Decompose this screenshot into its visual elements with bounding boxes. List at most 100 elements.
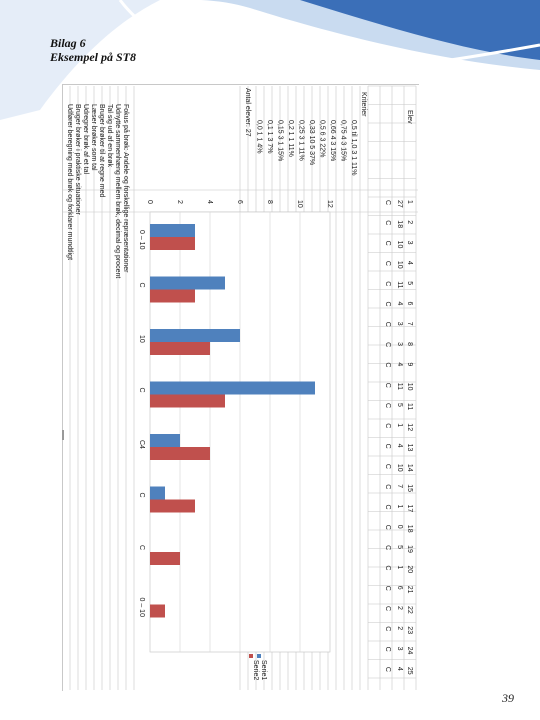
score-cell: C bbox=[384, 383, 391, 388]
student-score: 10 bbox=[396, 464, 403, 472]
tick-label: 12 bbox=[326, 200, 333, 208]
category-label: 0 – 10 bbox=[138, 598, 145, 618]
tick-label: 2 bbox=[176, 200, 183, 204]
document-title: Bilag 6 Eksempel på ST8 bbox=[50, 36, 136, 64]
student-score: 1 bbox=[396, 505, 403, 509]
bar-chart: 0 2 4 6 8 10 12 0 – 10 C 10 C C4 C C 0 – 10 Serie1Serie… bbox=[138, 200, 333, 680]
student-number: 12 bbox=[406, 423, 413, 431]
student-number: 2 bbox=[406, 220, 413, 224]
score-cell: C bbox=[384, 565, 391, 570]
criteria-row: 0,15 3 1 15% bbox=[277, 120, 284, 161]
goal-item: Læser brøker som tal bbox=[90, 104, 97, 171]
student-number: 21 bbox=[406, 586, 413, 594]
student-number: 6 bbox=[406, 302, 413, 306]
category-label: C4 bbox=[138, 440, 145, 449]
score-cell: C bbox=[384, 667, 391, 672]
criteria-row: 0,0 1 1 4% bbox=[256, 120, 263, 153]
score-cell: C bbox=[384, 403, 391, 408]
criteria-row: 0,33 10 5 37% bbox=[308, 120, 315, 165]
goal-item: Udfører beregning med brøk og forklarer … bbox=[66, 104, 73, 260]
student-number: 3 bbox=[406, 241, 413, 245]
legend-swatch bbox=[249, 654, 253, 658]
score-cell: C bbox=[384, 362, 391, 367]
student-score: 11 bbox=[396, 383, 403, 390]
title-line-2: Eksempel på ST8 bbox=[50, 50, 136, 64]
criteria-row: 0,2 1 1 11% bbox=[287, 120, 294, 157]
tick-label: 6 bbox=[236, 200, 243, 204]
tick-label: 8 bbox=[266, 200, 273, 204]
score-cell: C bbox=[384, 423, 391, 428]
criteria-row: 0,5 til 1,0 3 1 11% bbox=[350, 120, 357, 176]
student-number: 13 bbox=[406, 444, 413, 452]
score-cell: C bbox=[384, 261, 391, 266]
bar-serie2-3 bbox=[150, 394, 225, 408]
goal-item: Tal sig ud af en brøk bbox=[106, 104, 113, 168]
student-score: 5 bbox=[396, 403, 403, 407]
student-number: 9 bbox=[406, 362, 413, 366]
bar-serie2-7 bbox=[150, 604, 165, 618]
bar-serie2-6 bbox=[150, 552, 180, 565]
criteria-row: 0,66 4 3 15% bbox=[329, 120, 336, 161]
student-number: 10 bbox=[406, 383, 413, 391]
goal-item: Bruger brøker til at regne med bbox=[98, 104, 105, 197]
category-label: 10 bbox=[138, 335, 145, 343]
score-cell: C bbox=[384, 322, 391, 327]
student-score: 7 bbox=[396, 484, 403, 488]
goal-item: Udregner brøk af et tal bbox=[82, 104, 89, 174]
student-score: 1 bbox=[396, 565, 403, 569]
bar-serie1-2 bbox=[150, 329, 240, 342]
student-number: 5 bbox=[406, 281, 413, 285]
goal-item: Udnytte sammenhæng mellem brøk, decimal … bbox=[114, 104, 121, 278]
student-score: 2 bbox=[396, 626, 403, 630]
bar-serie1-3 bbox=[150, 381, 315, 395]
score-cell: C bbox=[384, 586, 391, 591]
category-label: 0 – 10 bbox=[138, 230, 145, 250]
bar-serie2-1 bbox=[150, 289, 195, 303]
student-number: 7 bbox=[406, 322, 413, 326]
student-score: 10 bbox=[396, 261, 403, 269]
student-score: 2 bbox=[396, 606, 403, 610]
category-label: C bbox=[138, 493, 145, 498]
page-number: 39 bbox=[502, 691, 514, 705]
student-score: 4 bbox=[396, 302, 403, 306]
student-number: 17 bbox=[406, 505, 413, 513]
score-cell: C bbox=[384, 281, 391, 286]
category-label: C bbox=[138, 283, 145, 288]
bar-serie1-1 bbox=[150, 276, 225, 290]
score-cell: C bbox=[384, 302, 391, 307]
student-number: 22 bbox=[406, 606, 413, 614]
score-cell: C bbox=[384, 220, 391, 225]
bar-serie2-4 bbox=[150, 447, 210, 460]
student-score: 27 bbox=[396, 200, 403, 208]
score-cell: C bbox=[384, 200, 391, 205]
student-score: 3 bbox=[396, 322, 403, 326]
goal-item: Bruger brøker i praktiske situationer bbox=[74, 104, 81, 216]
title-line-1: Bilag 6 bbox=[50, 36, 86, 50]
bar-serie1-0 bbox=[150, 224, 195, 237]
table-texts: Elev Kriterier Antal elever: 27 0,5 til 1,0… bbox=[66, 88, 413, 675]
student-score: 6 bbox=[396, 586, 403, 590]
legend-label: Serie2 bbox=[252, 660, 259, 680]
student-score: 0 bbox=[396, 525, 403, 529]
category-label: C bbox=[138, 388, 145, 393]
score-cell: C bbox=[384, 505, 391, 510]
student-number: 1 bbox=[406, 200, 413, 204]
student-score: 18 bbox=[396, 220, 403, 228]
bar-serie2-2 bbox=[150, 342, 210, 355]
student-number: 18 bbox=[406, 525, 413, 533]
tick-label: 4 bbox=[206, 200, 213, 204]
student-number: 20 bbox=[406, 565, 413, 573]
student-score: 11 bbox=[396, 281, 403, 288]
banner-dark-shape bbox=[300, 0, 540, 60]
bar-serie2-5 bbox=[150, 499, 195, 513]
student-score: 4 bbox=[396, 444, 403, 448]
bar-serie2-0 bbox=[150, 237, 195, 250]
student-number: 24 bbox=[406, 647, 413, 655]
criteria-row: 0,75 4 3 15% bbox=[340, 120, 347, 161]
tick-label: 0 bbox=[146, 200, 153, 204]
goal-item: Fokus på brøk: Andele og forskellige rep… bbox=[122, 104, 130, 273]
student-score: 4 bbox=[396, 362, 403, 366]
student-number: 14 bbox=[406, 464, 413, 472]
student-score: 3 bbox=[396, 342, 403, 346]
